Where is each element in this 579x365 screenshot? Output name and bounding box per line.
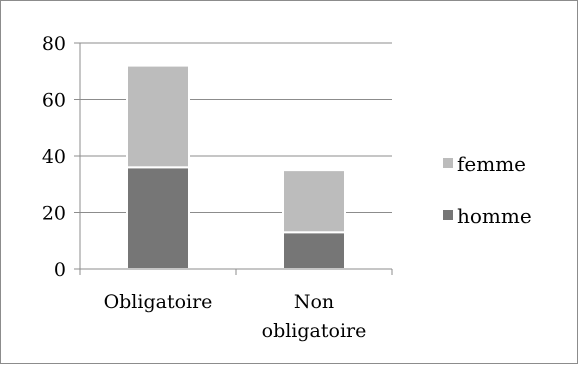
legend-label-femme: femme <box>457 152 526 176</box>
bar-femme <box>126 64 190 169</box>
category-label: obligatoire <box>262 320 367 342</box>
y-tick-label: 80 <box>42 33 66 55</box>
legend-swatch-femme <box>443 158 453 168</box>
y-tick-label: 40 <box>42 146 66 168</box>
legend-label-homme: homme <box>457 204 532 228</box>
category-label: Non <box>294 291 334 313</box>
y-axis: 0 20 40 60 80 <box>42 33 81 281</box>
x-axis: Obligatoire Non obligatoire <box>79 268 393 342</box>
category-label: Obligatoire <box>104 291 213 313</box>
bar-homme <box>282 231 346 270</box>
y-tick-label: 60 <box>42 90 66 112</box>
legend-swatch-homme <box>443 210 453 220</box>
y-tick-label: 0 <box>54 259 66 281</box>
bar-homme <box>126 166 190 270</box>
legend: femme homme <box>443 152 532 228</box>
y-tick-label: 20 <box>42 203 66 225</box>
bar-femme <box>282 169 346 234</box>
bars <box>126 64 346 270</box>
